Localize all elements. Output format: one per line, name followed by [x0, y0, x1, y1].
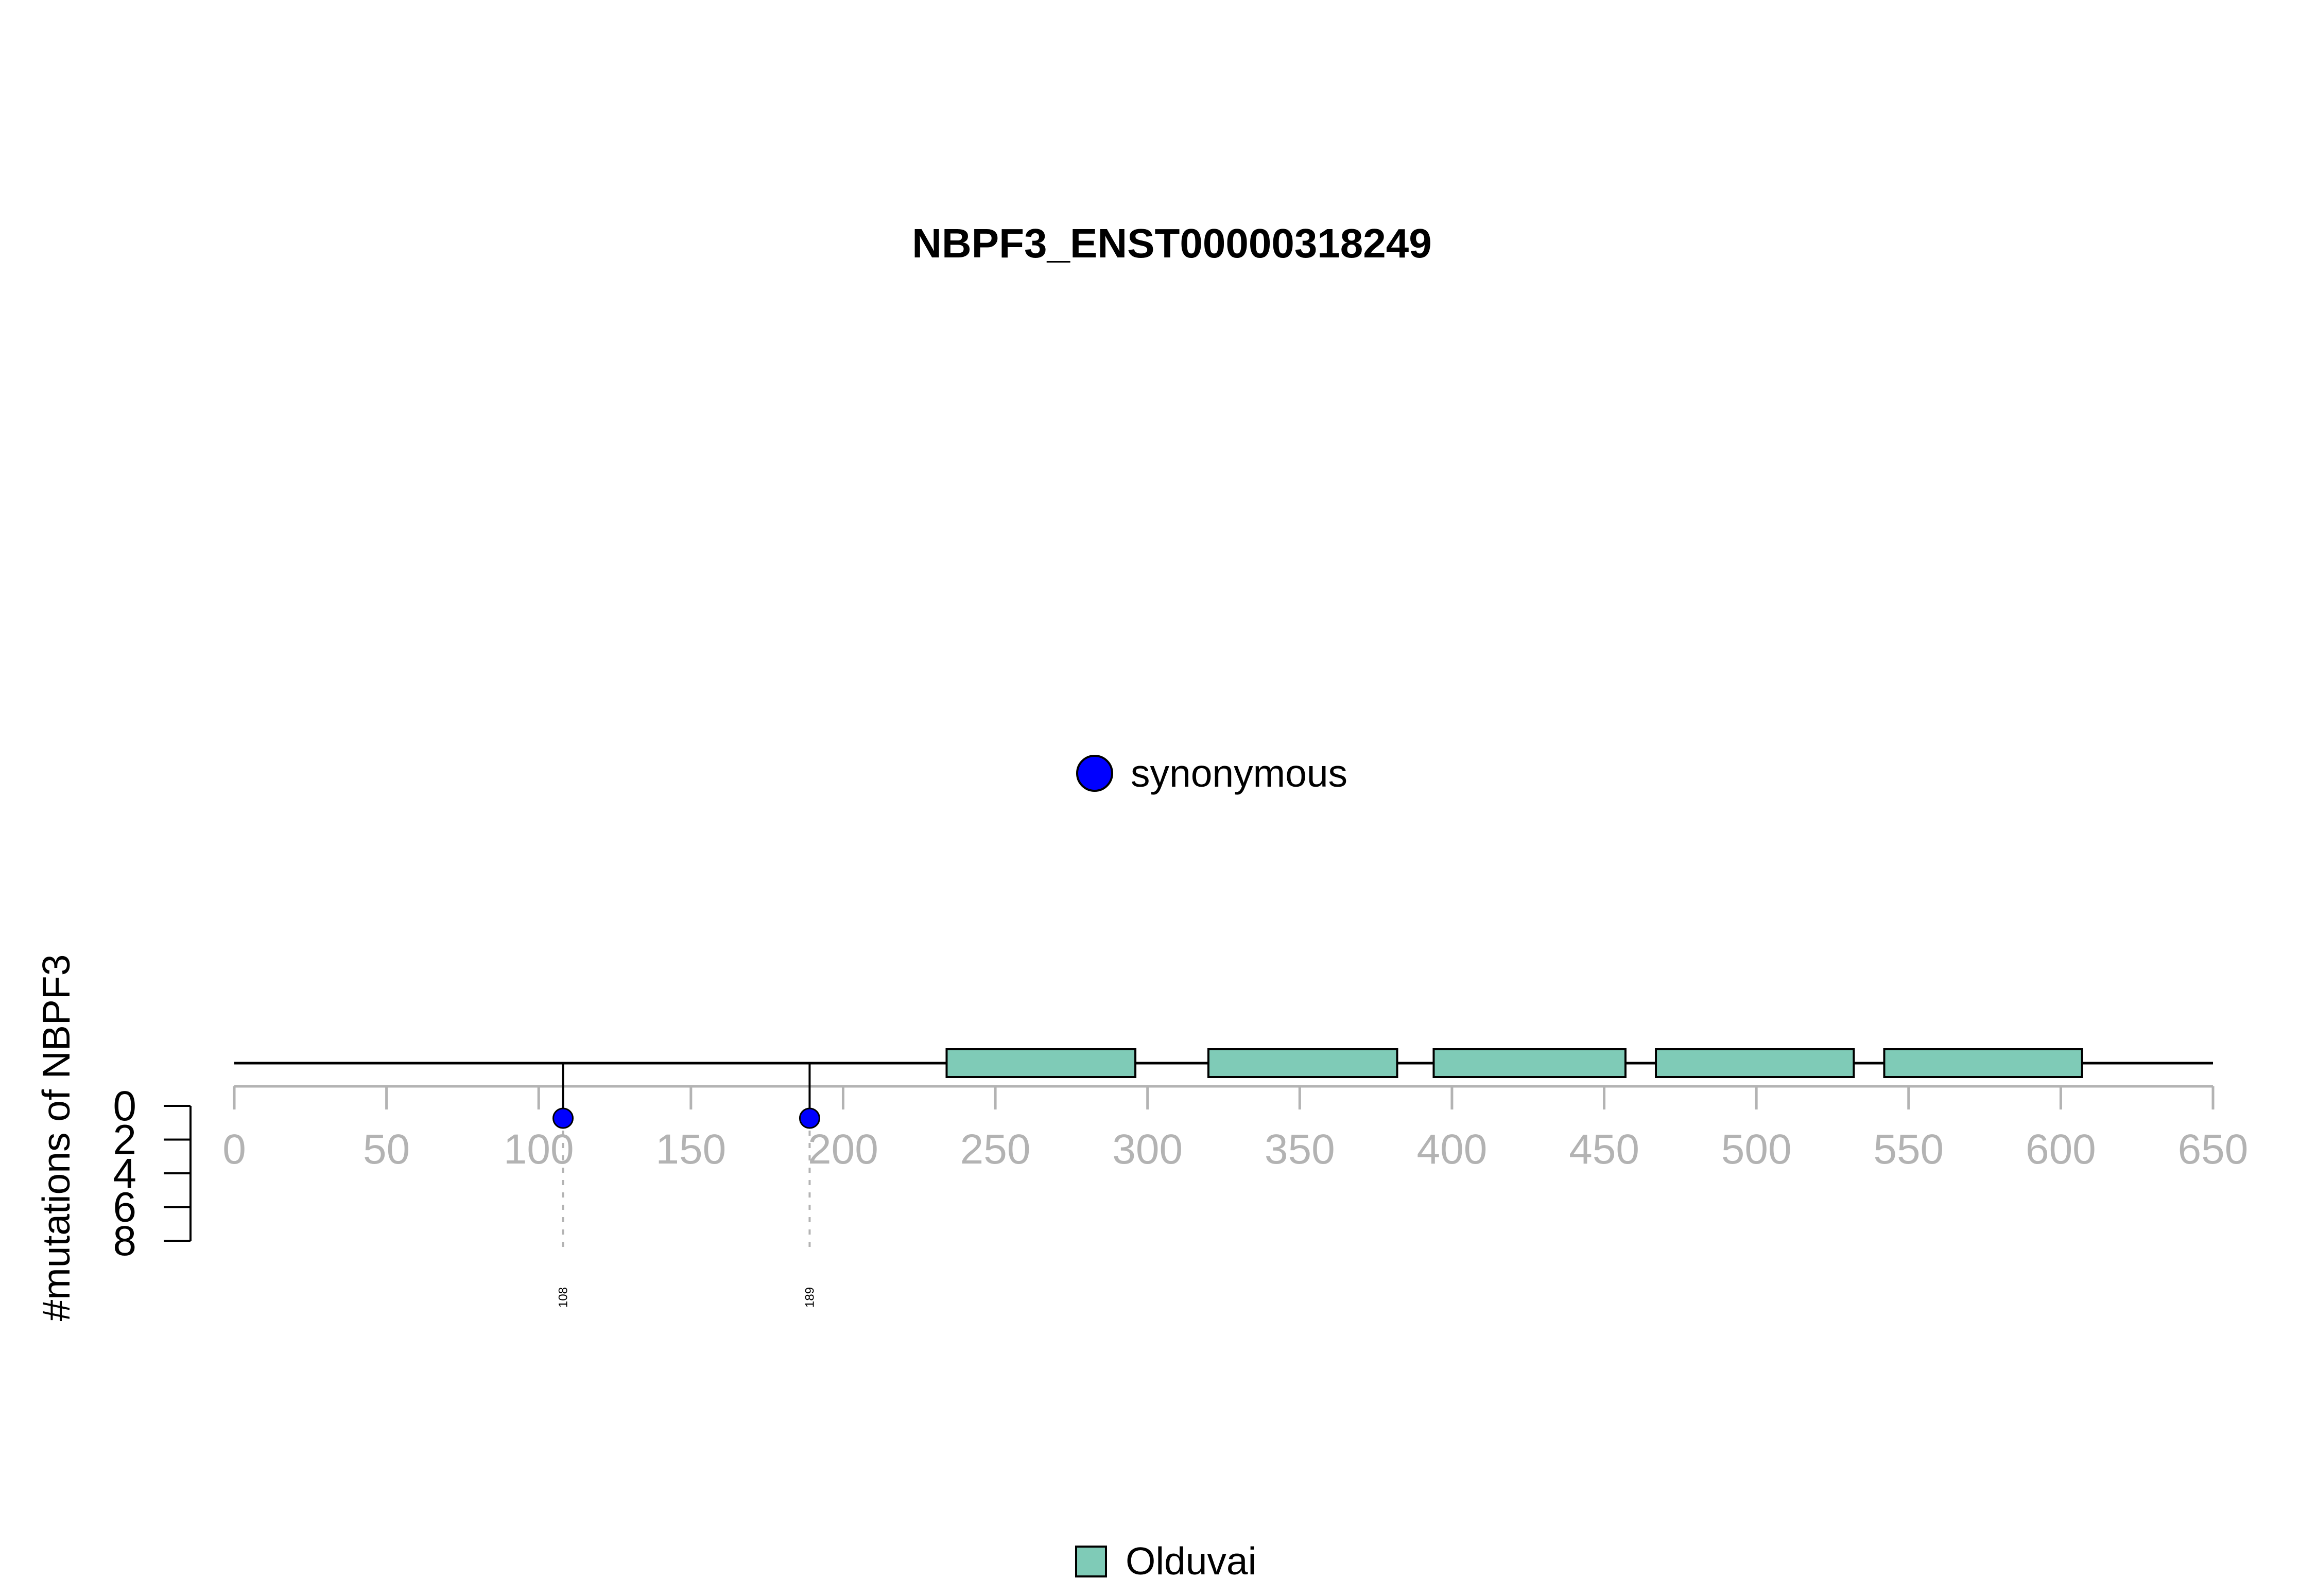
- x-tick-label: 250: [960, 1126, 1031, 1173]
- x-tick-label: 300: [1112, 1126, 1183, 1173]
- x-tick-label: 150: [655, 1126, 726, 1173]
- mutation-position-label: 108: [557, 1287, 570, 1308]
- y-tick-label: 6: [113, 1184, 136, 1231]
- x-tick-label: 550: [1873, 1126, 1944, 1173]
- x-tick-label: 200: [808, 1126, 878, 1173]
- mutation-position-label: 189: [803, 1287, 817, 1308]
- legend-swatch-synonymous: [1076, 755, 1113, 792]
- mutation-legend: synonymous: [1076, 752, 1347, 795]
- x-tick-label: 600: [2026, 1126, 2096, 1173]
- mutation-point: [552, 1107, 574, 1129]
- x-tick-label: 650: [2178, 1126, 2249, 1173]
- domain-olduvai: [1207, 1048, 1398, 1078]
- x-tick-label: 500: [1721, 1126, 1792, 1173]
- domain-layer: [945, 1048, 2083, 1078]
- domain-olduvai: [1883, 1048, 2083, 1078]
- chart-title: NBPF3_ENST00000318249: [912, 220, 1432, 266]
- y-tick-label: 0: [113, 1083, 136, 1130]
- domain-olduvai: [945, 1048, 1137, 1078]
- domain-legend: Olduvai: [1075, 1539, 1256, 1583]
- y-axis-label: #mutations of NBPF3: [34, 955, 78, 1322]
- legend-label-olduvai: Olduvai: [1126, 1539, 1256, 1583]
- legend-label-synonymous: synonymous: [1131, 752, 1347, 795]
- y-tick-label: 8: [113, 1218, 136, 1264]
- x-tick-label: 50: [363, 1126, 410, 1173]
- x-axis: 0 50 100 150 200 250 300 350 400 450 500 550 600 650: [222, 1085, 2249, 1173]
- x-tick-label: 0: [222, 1126, 246, 1173]
- mutation-point: [799, 1107, 820, 1129]
- x-tick-label: 350: [1265, 1126, 1335, 1173]
- y-tick-label: 4: [113, 1150, 136, 1197]
- mutation-layer: 108 189: [552, 1063, 820, 1308]
- x-tick-label: 400: [1417, 1126, 1488, 1173]
- domain-olduvai: [1432, 1048, 1627, 1078]
- legend-swatch-olduvai: [1075, 1546, 1107, 1577]
- x-tick-label: 450: [1569, 1126, 1639, 1173]
- domain-olduvai: [1655, 1048, 1855, 1078]
- y-tick-label: 2: [113, 1117, 136, 1164]
